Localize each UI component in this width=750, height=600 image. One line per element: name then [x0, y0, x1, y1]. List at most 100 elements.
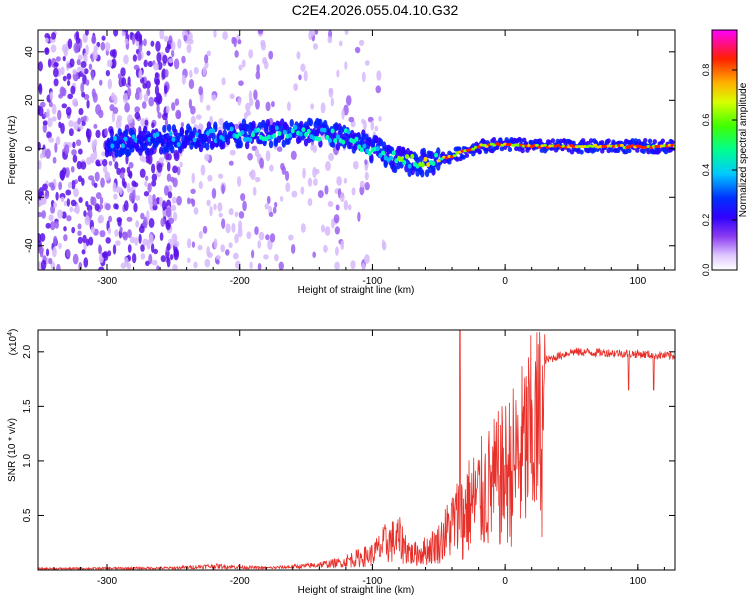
spectrogram-noise-dot [145, 80, 151, 89]
spectrogram-noise-dot [133, 182, 139, 188]
spectrogram-noise-dot [116, 167, 121, 176]
spectrogram-noise-dot [207, 174, 213, 182]
spectrogram-track-peak [277, 131, 282, 137]
spectrogram-noise-dot [83, 210, 87, 218]
spectrogram-noise-dot [122, 231, 129, 241]
spectrogram-noise-dot [171, 102, 176, 111]
spectrogram-noise-dot [272, 206, 277, 214]
spectrogram-noise-dot [93, 123, 98, 129]
spectrogram-noise-dot [71, 179, 76, 190]
spectrogram-noise-dot [228, 160, 234, 166]
spectrogram-noise-dot [143, 93, 149, 102]
spectrogram-noise-dot [191, 172, 196, 184]
spectrogram-noise-dot [190, 188, 196, 195]
spectrogram-signal-track [104, 117, 675, 178]
spectrogram-track-peak [619, 143, 624, 147]
spectrogram-noise-dot [163, 85, 168, 95]
spectrogram-noise-dot [264, 203, 270, 210]
spectrogram-track-peak [181, 140, 186, 146]
spectrogram-noise-dot [120, 262, 127, 269]
spectrogram-noise-dot [80, 161, 87, 170]
spectrogram-noise-dot [45, 148, 51, 159]
spectrogram-noise-dot [99, 230, 106, 238]
spectrogram-noise-dot [352, 160, 359, 170]
spectrogram-noise-dot [50, 205, 56, 214]
spectrogram-noise-dot [53, 78, 59, 87]
spectrogram-y-label: Frequency (Hz) [7, 116, 18, 185]
spectrogram-noise-dot [250, 169, 256, 181]
spectrogram-noise-dot [42, 183, 48, 191]
spectrogram-noise-dot [260, 39, 266, 47]
snr-x-tick-label: -200 [230, 576, 250, 587]
spectrogram-noise-dot [38, 232, 42, 244]
spectrogram-noise-dot [370, 120, 375, 131]
spectrogram-noise-dot [47, 117, 53, 128]
spectrogram-noise-dot [100, 177, 105, 188]
snr-frame [37, 329, 676, 571]
spectrogram-track-peak [187, 136, 192, 142]
spectrogram-track-cell [507, 146, 513, 152]
spectrogram-track-cell [383, 160, 388, 169]
spectrogram-noise-dot [44, 33, 50, 39]
spectrogram-noise-dot [288, 234, 294, 241]
spectrogram-track-cell [162, 124, 167, 133]
spectrogram-track-cell [609, 147, 615, 153]
spectrogram-noise-dot [177, 38, 182, 49]
spectrogram-noise-dot [119, 171, 125, 179]
spectrogram-noise-dot [331, 218, 335, 229]
spectrogram-noise-dot [150, 40, 155, 47]
spectrogram-noise-dot [258, 231, 265, 241]
colorbar-tick-label: 0.6 [701, 114, 711, 127]
spectrogram-noise-dot [126, 87, 132, 98]
spectrogram-noise-dot [57, 209, 63, 219]
spectrogram-track-peak [203, 136, 208, 142]
spectrogram-noise-dot [97, 216, 102, 224]
spectrogram-noise-dot [77, 54, 83, 61]
spectrogram-noise-dot [215, 254, 221, 261]
spectrogram-noise-dot [132, 189, 136, 200]
spectrogram-noise-dot [52, 156, 57, 164]
spectrogram-noise-dot [111, 111, 116, 123]
spectrogram-noise-dot [48, 101, 53, 108]
spectrogram-noise-dot [129, 236, 136, 244]
spectrogram-noise-dot [291, 190, 298, 198]
spectrogram-noise-dot [237, 39, 242, 45]
spectrogram-noise-dot [190, 105, 196, 115]
spectrogram-noise-dot [364, 159, 368, 166]
spectrogram-noise-dot [171, 49, 175, 58]
spectrogram-track-cell [670, 139, 675, 145]
spectrogram-noise-dot [105, 69, 111, 77]
spectrogram-track-peak [256, 127, 261, 133]
spectrogram-noise-dot [193, 207, 199, 215]
spectrogram-noise-dot [211, 187, 217, 199]
spectrogram-noise-dot [191, 198, 196, 207]
spectrogram-noise-dot [335, 246, 339, 256]
spectrogram-noise-dot [381, 239, 386, 250]
spectrogram-noise-dot [218, 173, 224, 179]
spectrogram-track-cell [289, 119, 294, 128]
spectrogram-noise-dot [138, 44, 143, 53]
spectrogram-frame [37, 29, 676, 271]
colorbar-tick-label: 0.8 [701, 64, 711, 77]
spectrogram-noise-dot [121, 77, 127, 87]
spectrogram-noise-dot [49, 221, 56, 231]
spectrogram-noise-dot [265, 234, 270, 241]
spectrogram-noise-dot [249, 261, 253, 270]
spectrogram-noise-dot [122, 93, 129, 104]
spectrogram-track-peak [452, 154, 457, 158]
spectrogram-noise-dot [340, 240, 345, 250]
spectrogram-noise-dot [157, 112, 162, 119]
spectrogram-noise-dot [221, 184, 225, 195]
spectrogram-track-peak [341, 139, 346, 145]
spectrogram-track-peak [184, 129, 189, 135]
spectrogram-track-peak [166, 141, 171, 147]
spectrogram-noise-dot [61, 87, 67, 97]
spectrogram-noise-dot [198, 181, 203, 190]
spectrogram-noise-dot [202, 66, 207, 77]
spectrogram-track-peak [330, 128, 335, 134]
spectrogram-track-cell [652, 139, 658, 145]
spectrogram-noise-dot [257, 263, 262, 270]
spectrogram-track-cell [146, 147, 151, 156]
spectrogram-noise-dot [70, 199, 77, 207]
spectrogram-noise-dot [167, 191, 173, 199]
